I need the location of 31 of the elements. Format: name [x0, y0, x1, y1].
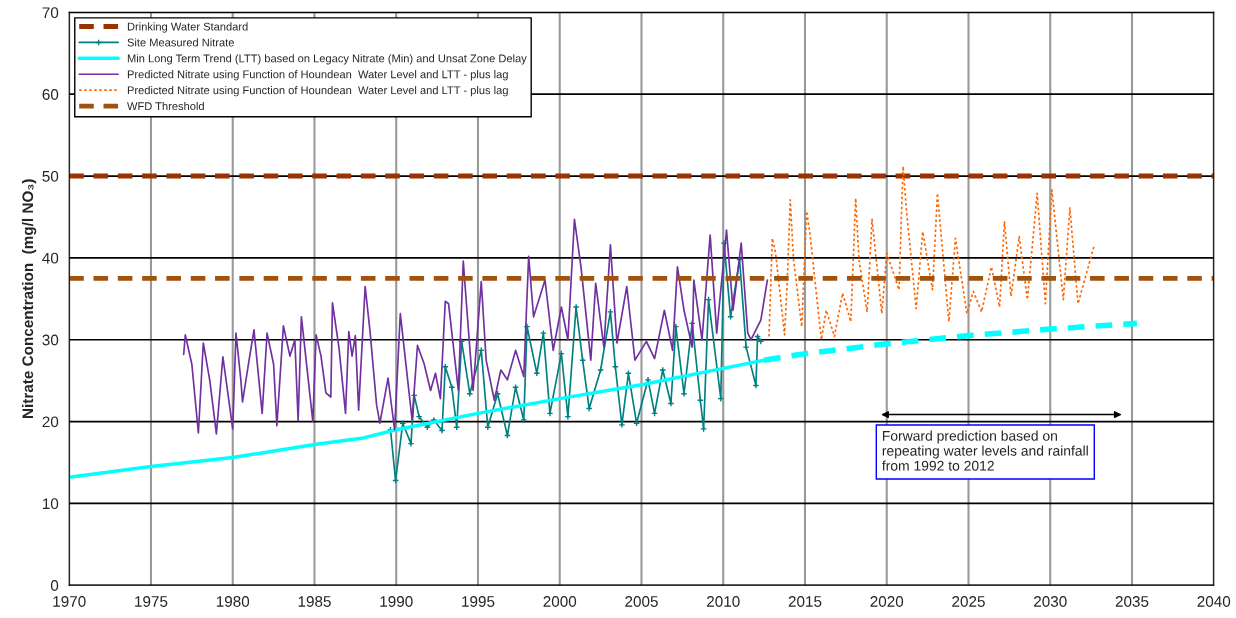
x-tick-label: 1970	[53, 596, 86, 607]
legend-label: Site Measured Nitrate	[127, 38, 234, 47]
x-tick-label: 1985	[298, 596, 331, 607]
x-tick-label: 1975	[135, 596, 168, 607]
y-tick-label: 50	[42, 170, 59, 182]
x-tick-label: 2040	[1197, 596, 1231, 607]
legend-label: Min Long Term Trend (LTT) based on Legacy Nitrate (Min) and Unsat Zone Delay	[127, 54, 527, 65]
legend-label: Predicted Nitrate using Function of Houndean Water Level and LTT - plus lag	[127, 70, 508, 81]
legend-label: Predicted Nitrate using Function of Houndean Water Level and LTT - plus lag	[127, 86, 508, 97]
x-tick-label: 2005	[625, 596, 658, 607]
legend-label: WFD Threshold	[127, 101, 204, 111]
y-tick-label: 10	[42, 498, 59, 510]
y-tick-label: 30	[42, 334, 59, 346]
y-axis-title: Nitrate Concentration (mg/l NO₃)	[21, 179, 37, 419]
y-tick-label: 40	[42, 252, 59, 264]
annotation: Forward prediction based on repeating water levels and rainfall from 1992 to 2012	[882, 430, 1088, 471]
x-tick-label: 2000	[543, 596, 577, 607]
legend-label: Drinking Water Standard	[127, 22, 248, 33]
y-tick-label: 60	[42, 89, 59, 100]
x-tick-label: 2025	[952, 596, 985, 607]
x-tick-label: 2015	[788, 596, 822, 607]
x-tick-label: 2030	[1034, 596, 1067, 607]
x-tick-label: 1980	[216, 596, 250, 607]
x-tick-label: 2020	[870, 596, 904, 607]
x-tick-label: 2035	[1115, 596, 1149, 607]
x-tick-label: 1990	[380, 596, 413, 607]
y-tick-label: 70	[42, 7, 59, 19]
x-tick-label: 1995	[462, 596, 495, 607]
y-tick-label: 0	[50, 580, 59, 591]
x-tick-label: 2010	[707, 596, 740, 607]
y-tick-label: 20	[42, 416, 59, 428]
